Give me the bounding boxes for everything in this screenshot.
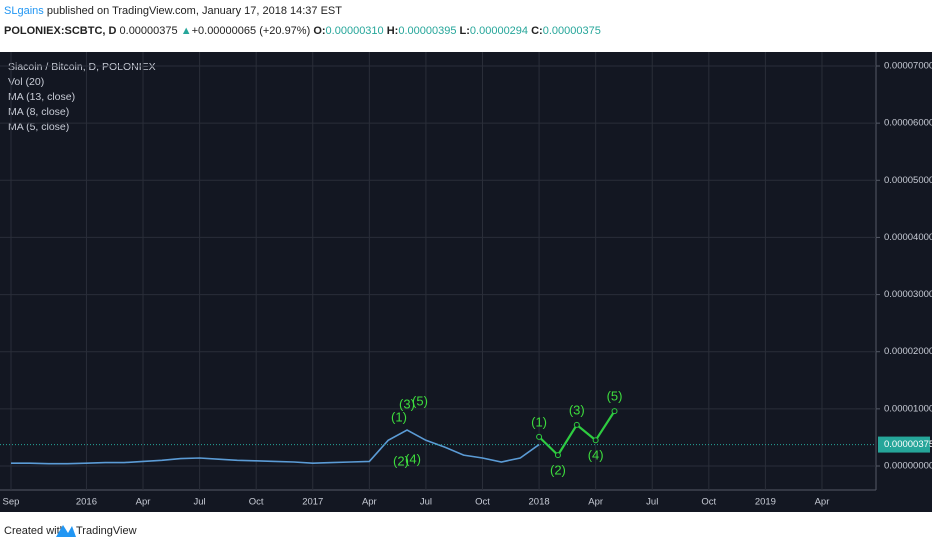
open: 0.00000310: [326, 25, 384, 37]
legend-entry: Vol (20): [8, 76, 44, 88]
y-tick-label: 0.00005000: [884, 175, 932, 186]
x-tick-label: Oct: [475, 497, 490, 508]
last-price-label: 0.00000375: [884, 439, 932, 450]
y-tick-label: 0.00001000: [884, 403, 932, 414]
x-tick-label: Sep: [3, 497, 20, 508]
published: published on TradingView.com, January 17…: [47, 5, 342, 17]
y-tick-label: 0.00006000: [884, 118, 932, 129]
legend-entry: MA (8, close): [8, 106, 69, 118]
wave-label: (3): [399, 396, 415, 411]
wave-label: (4): [588, 448, 604, 463]
chart-background: [0, 52, 932, 512]
arrow: ▲: [181, 25, 192, 37]
wave-label: (2): [550, 463, 566, 478]
brand[interactable]: TradingView: [76, 525, 137, 537]
x-tick-label: 2019: [755, 497, 776, 508]
wave-point: [536, 433, 543, 440]
change: +0.00000065 (+20.97%): [192, 25, 311, 37]
legend-entry: Siacoin / Bitcoin, D, POLONIEX: [8, 61, 156, 73]
wave-point: [611, 408, 618, 415]
publish-line: SLgains published on TradingView.com, Ja…: [4, 5, 342, 17]
wave-label: (3): [569, 402, 585, 417]
x-tick-label: Jul: [194, 497, 206, 508]
legend-entry: MA (13, close): [8, 91, 75, 103]
wave-point: [554, 452, 561, 459]
x-tick-label: Apr: [815, 497, 830, 508]
brand-logo: [56, 525, 76, 537]
symbol: POLONIEX:SCBTC, D: [4, 25, 117, 37]
x-tick-label: Oct: [249, 497, 264, 508]
x-tick-label: Apr: [362, 497, 377, 508]
h-label: H:: [387, 25, 399, 37]
y-tick-label: 0.00003000: [884, 289, 932, 300]
x-tick-label: Apr: [136, 497, 151, 508]
x-tick-label: Apr: [588, 497, 603, 508]
x-tick-label: 2018: [529, 497, 550, 508]
wave-label: (5): [607, 389, 623, 404]
created-with: Created with: [4, 525, 66, 537]
author[interactable]: SLgains: [4, 5, 44, 17]
wave-point: [573, 421, 580, 428]
x-tick-label: 2016: [76, 497, 97, 508]
legend-entry: MA (5, close): [8, 121, 69, 133]
x-tick-label: Jul: [420, 497, 432, 508]
wave-point: [592, 437, 599, 444]
wave-label: (1): [391, 409, 407, 424]
y-tick-label: 0.00004000: [884, 232, 932, 243]
x-tick-label: Oct: [701, 497, 716, 508]
y-tick-label: 0.00000000: [884, 461, 932, 472]
y-tick-label: 0.00002000: [884, 346, 932, 357]
wave-label: (2): [393, 453, 409, 468]
close: 0.00000375: [543, 25, 601, 37]
o-label: O:: [313, 25, 325, 37]
wave-label: (1): [531, 414, 547, 429]
wave-label: (5): [412, 393, 428, 408]
price-line: [11, 429, 540, 465]
x-tick-label: Jul: [646, 497, 658, 508]
low: 0.00000294: [470, 25, 528, 37]
wave-label: (4): [405, 451, 421, 466]
last: 0.00000375: [120, 25, 178, 37]
c-label: C:: [531, 25, 543, 37]
l-label: L:: [460, 25, 470, 37]
last-price-tag: [878, 436, 930, 453]
high: 0.00000395: [398, 25, 456, 37]
x-tick-label: 2017: [302, 497, 323, 508]
quote-line: POLONIEX:SCBTC, D 0.00000375 ▲+0.0000006…: [4, 25, 601, 37]
y-tick-label: 0.00007000: [884, 61, 932, 72]
